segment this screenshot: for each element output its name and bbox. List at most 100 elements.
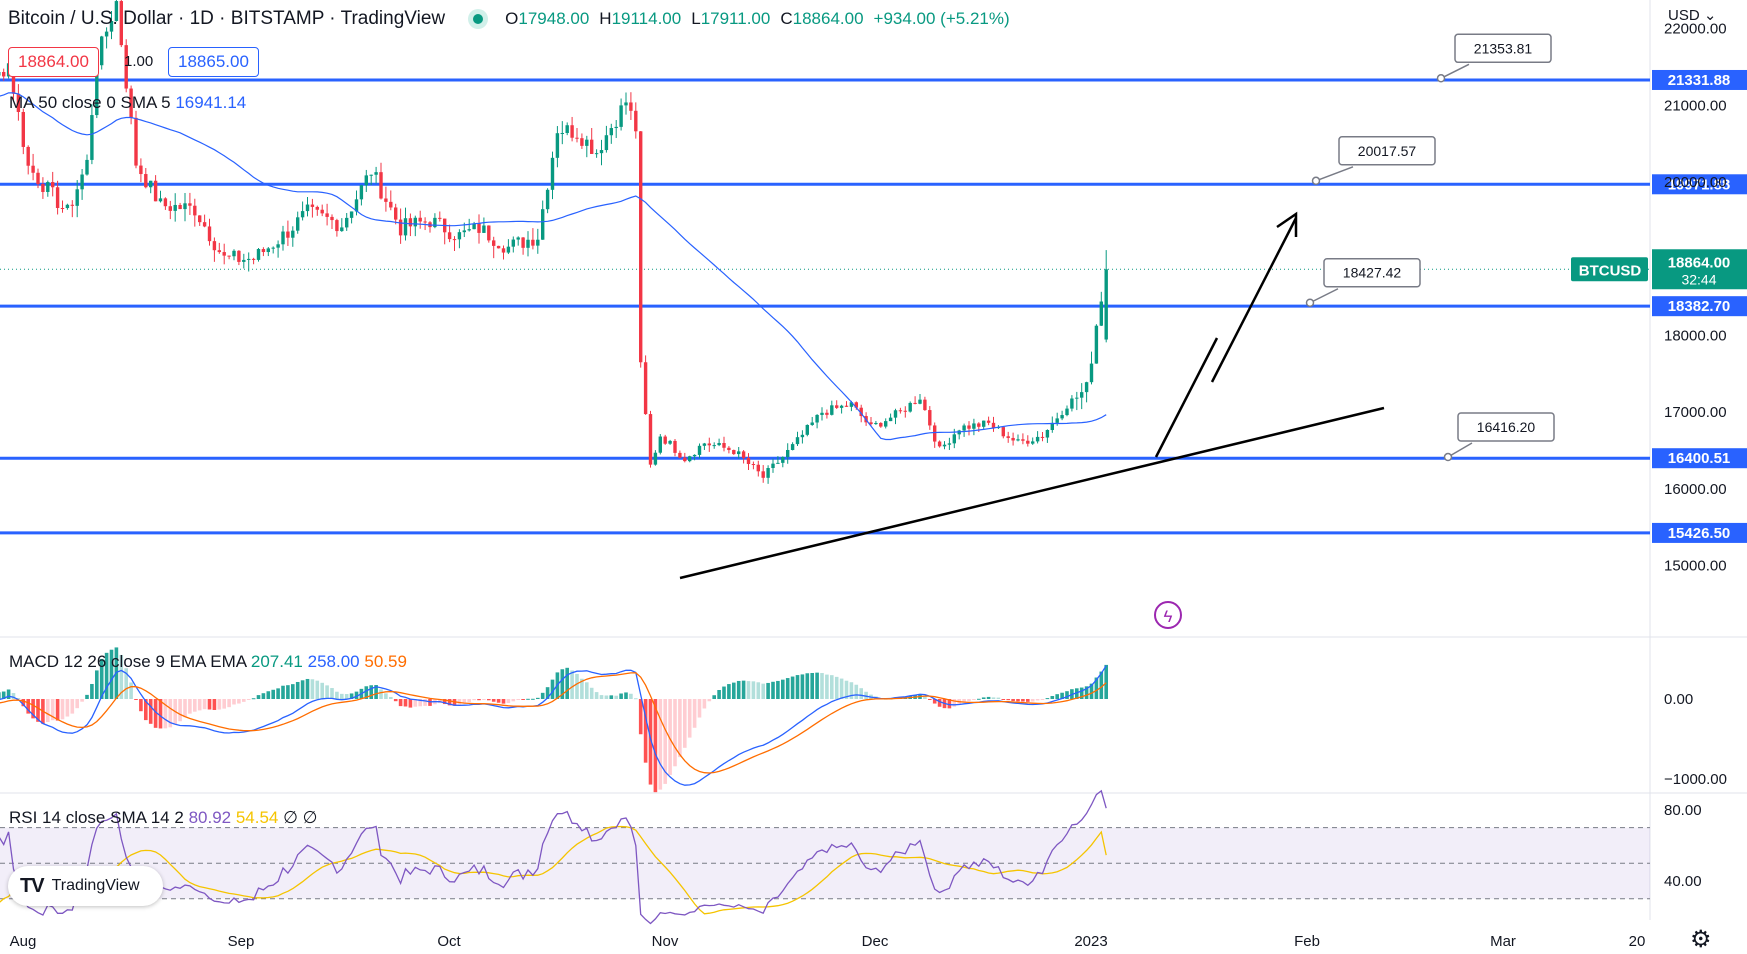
candle-body bbox=[570, 125, 574, 138]
candle-body bbox=[795, 437, 800, 445]
candle-body bbox=[501, 248, 506, 253]
last-price-label: 18864.00 bbox=[1668, 254, 1731, 271]
support-trendline bbox=[679, 406, 1385, 580]
candle-body bbox=[619, 105, 623, 127]
macd-histogram-bar bbox=[266, 691, 271, 699]
candle-body bbox=[1080, 392, 1084, 398]
symbol-title[interactable]: Bitcoin / U.S. Dollar · 1D · BITSTAMP · … bbox=[8, 8, 446, 29]
time-axis-label: Dec bbox=[862, 933, 889, 950]
candle-body bbox=[722, 443, 726, 448]
rsi-legend[interactable]: RSI 14 close SMA 14 2 80.92 54.54 ∅ ∅ bbox=[9, 808, 317, 828]
candle-body bbox=[977, 423, 981, 427]
candle-body bbox=[874, 422, 878, 425]
candle-body bbox=[266, 248, 270, 253]
candle-body bbox=[119, 1, 123, 46]
ma-value: 16941.14 bbox=[175, 93, 247, 112]
candle-body bbox=[756, 464, 760, 472]
candle-body bbox=[477, 223, 481, 233]
macd-histogram-bar bbox=[300, 680, 305, 699]
candle-body bbox=[21, 111, 25, 147]
macd-histogram-bar bbox=[183, 699, 187, 718]
macd-histogram-bar bbox=[986, 696, 991, 699]
rsi-line bbox=[0, 789, 1107, 925]
tradingview-logo[interactable]: TV TradingView bbox=[8, 866, 163, 906]
candle-body bbox=[305, 204, 310, 212]
rsi-tick-label: 80.00 bbox=[1664, 802, 1702, 819]
candle-body bbox=[60, 207, 65, 209]
macd-histogram-bar bbox=[158, 699, 163, 729]
candle-body bbox=[70, 204, 74, 206]
buy-button[interactable]: 18865.00 bbox=[168, 47, 259, 77]
ohlc-high: H19114.00 bbox=[599, 9, 682, 28]
last-price-tag bbox=[1652, 249, 1747, 290]
candle-body bbox=[394, 207, 398, 220]
macd-histogram-bar bbox=[785, 678, 790, 699]
macd-histogram-bar bbox=[1016, 699, 1020, 702]
candle-body bbox=[212, 241, 217, 251]
candle-body bbox=[815, 414, 819, 423]
candle-body bbox=[104, 31, 109, 37]
candle-body bbox=[585, 139, 589, 146]
macd-histogram-bar bbox=[496, 699, 501, 703]
macd-histogram-bar bbox=[521, 699, 525, 700]
macd-histogram-bar bbox=[815, 672, 819, 699]
macd-histogram-bar bbox=[389, 696, 393, 699]
macd-histogram-bar bbox=[1055, 694, 1059, 699]
macd-histogram-bar bbox=[839, 678, 844, 699]
candle-body bbox=[158, 198, 163, 202]
candle-body bbox=[124, 45, 128, 89]
lightning-icon[interactable]: ϟ bbox=[1154, 601, 1182, 629]
candle-body bbox=[692, 454, 697, 457]
candle-body bbox=[340, 227, 344, 232]
macd-histogram-bar bbox=[599, 695, 604, 699]
candle-body bbox=[41, 184, 45, 192]
candle-body bbox=[923, 399, 927, 411]
candle-body bbox=[937, 441, 942, 447]
candle-body bbox=[717, 443, 721, 446]
sell-button[interactable]: 18864.00 bbox=[8, 47, 99, 77]
candle-body bbox=[1026, 440, 1030, 444]
macd-histogram-bar bbox=[825, 674, 829, 699]
macd-histogram-bar bbox=[575, 673, 579, 699]
macd-histogram-bar bbox=[849, 682, 854, 699]
market-status-icon bbox=[473, 14, 484, 24]
callout-label: 16416.20 bbox=[1477, 419, 1536, 435]
ohlc-low: L17911.00 bbox=[691, 9, 771, 28]
macd-histogram-bar bbox=[923, 695, 927, 699]
macd-tick-label: 0.00 bbox=[1664, 691, 1693, 708]
candle-body bbox=[286, 231, 290, 238]
callout-box bbox=[1454, 33, 1552, 64]
macd-histogram-bar bbox=[95, 670, 99, 699]
macd-histogram-bar bbox=[506, 699, 511, 704]
currency-selector[interactable]: USD ⌄ bbox=[1668, 7, 1717, 24]
ma-legend[interactable]: MA 50 close 0 SMA 5 16941.14 bbox=[9, 93, 246, 113]
macd-tick-label: −1000.00 bbox=[1664, 771, 1727, 788]
macd-histogram-bar bbox=[653, 699, 658, 793]
candle-body bbox=[830, 405, 834, 415]
macd-histogram-value: 207.41 bbox=[250, 652, 303, 671]
candle-body bbox=[11, 63, 16, 94]
macd-legend[interactable]: MACD 12 26 close 9 EMA EMA 207.41 258.00… bbox=[9, 652, 407, 672]
macd-histogram-bar bbox=[271, 689, 275, 699]
macd-histogram-bar bbox=[237, 699, 241, 704]
price-tick-label: 17000.00 bbox=[1664, 404, 1727, 421]
macd-histogram-bar bbox=[423, 699, 427, 706]
price-change: +934.00 (+5.21%) bbox=[873, 9, 1010, 28]
macd-histogram-bar bbox=[325, 685, 329, 699]
candle-body bbox=[555, 133, 560, 158]
candle-body bbox=[291, 230, 295, 238]
candle-body bbox=[1104, 269, 1108, 340]
macd-histogram-bar bbox=[242, 699, 246, 702]
macd-histogram-bar bbox=[629, 693, 633, 699]
macd-histogram-bar bbox=[580, 678, 584, 699]
macd-histogram-bar bbox=[594, 692, 599, 699]
candle-body bbox=[746, 458, 751, 465]
macd-histogram-bar bbox=[727, 684, 731, 699]
macd-histogram-bar bbox=[834, 676, 839, 699]
gear-icon[interactable]: ⚙ bbox=[1690, 926, 1712, 953]
macd-histogram-bar bbox=[648, 699, 653, 785]
candle-body bbox=[46, 182, 50, 192]
price-tick-label: 22000.00 bbox=[1664, 21, 1727, 38]
macd-histogram-bar bbox=[795, 675, 800, 699]
